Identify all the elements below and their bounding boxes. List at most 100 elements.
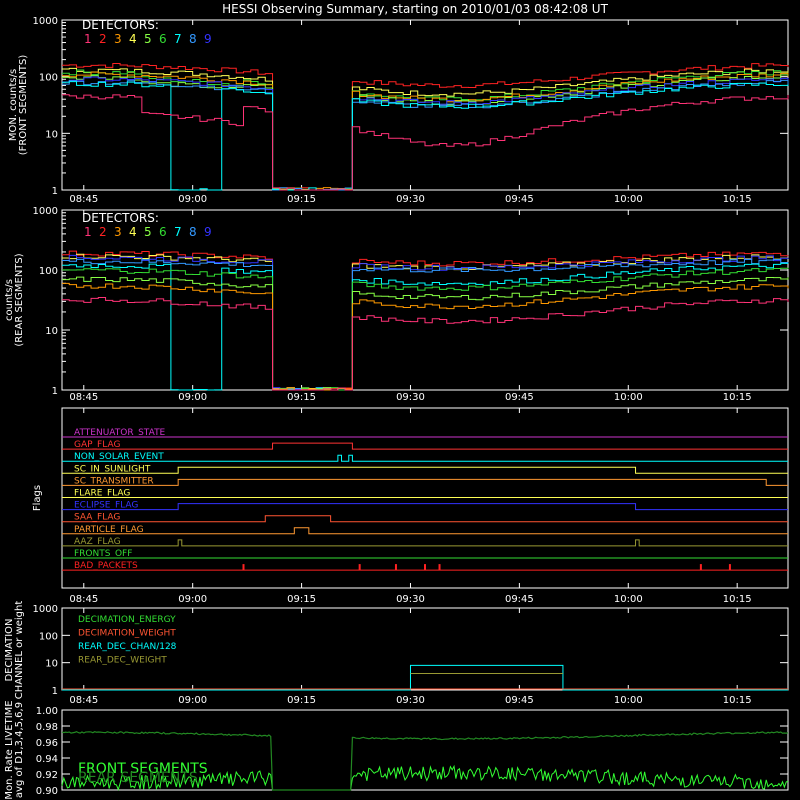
detector-label-7: 7 [174,32,182,46]
flag-trace [62,539,788,547]
flags-xtick-label: 08:45 [69,594,98,605]
live-ytick-label: 0.92 [36,770,58,781]
dec-ytick-label: 100 [39,631,58,642]
rear-detectors-label: DETECTORS: [82,211,159,225]
flag-label: SC_IN_SUNLIGHT [74,464,151,474]
detector-label-3: 3 [114,32,122,46]
flag-trace [62,527,788,535]
front-detectors-label: DETECTORS: [82,18,159,32]
front-xtick-label: 10:15 [723,194,752,205]
detector-label-6: 6 [159,32,167,46]
dec-xtick-label: 10:15 [723,695,752,706]
flags-xtick-label: 09:45 [505,594,534,605]
dec-xtick-label: 09:45 [505,695,534,706]
livetime-ylabel-2: avg of D1,3,4,5,6,9 [14,702,25,798]
live-ytick-label: 0.96 [36,738,58,749]
livetime-rear-line [61,730,789,791]
flag-label: FRONTS_OFF [74,549,132,559]
dec-xtick-label: 08:45 [69,695,98,706]
decimation-ylabel-1: DECIMATION [4,618,15,681]
rear-series-lines [62,250,789,391]
flag-label: ATTENUATOR_STATE [74,428,166,438]
decimation-legend-label: REAR_DEC_CHAN/128 [78,642,177,652]
detector-label-8: 8 [189,32,197,46]
decimation-legend: DECIMATION_ENERGY DECIMATION_WEIGHT REAR_D… [78,615,177,666]
chart-title: HESSI Observing Summary, starting on 201… [222,2,608,16]
detector-label-6: 6 [159,225,167,239]
dec-ytick-label: 1 [52,686,58,697]
front-ytick-label: 1 [52,186,58,197]
detector-label-5: 5 [144,32,152,46]
rear-series-line-det9 [62,254,789,391]
detector-label-7: 7 [174,225,182,239]
decimation-legend-label: DECIMATION_WEIGHT [78,629,176,639]
detector-label-8: 8 [189,225,197,239]
flags-xtick-label: 09:15 [287,594,316,605]
front-xtick-label: 08:45 [69,194,98,205]
live-ytick-label: 1.00 [36,706,58,717]
flags-xtick-label: 09:00 [178,594,207,605]
rear-ylabel-1: counts/s [4,279,15,321]
detector-label-5: 5 [144,225,152,239]
dec-xtick-label: 09:30 [396,695,425,706]
flag-label: ECLIPSE_FLAG [74,501,138,511]
rear-series-line-det2 [62,250,789,391]
live-ytick-label: 0.90 [36,786,58,797]
rear-series-line-det8 [62,258,789,391]
flag-trace [62,454,788,462]
detector-label-9: 9 [204,225,212,239]
live-ytick-label: 0.94 [36,754,58,765]
rear-series-line-det4 [62,253,789,391]
detector-label-2: 2 [99,32,107,46]
rear-ytick-label: 100 [39,266,58,277]
detector-label-9: 9 [204,32,212,46]
decimation-ylabel-2: CHANNEL or weight [14,601,25,700]
front-series-line-det4 [62,67,789,191]
dec-xtick-label: 10:00 [614,695,643,706]
rear-series-line-det3 [62,282,789,391]
livetime-frame [61,709,789,791]
flag-trace [62,466,788,474]
rear-series-line-det6 [62,267,789,391]
flag-label: BAD_PACKETS [74,561,138,571]
rear-series-line-det7 [62,262,789,391]
livetime-ylabel-1: Mon. Rate LIVETIME [4,700,15,799]
dec-ytick-label: 10 [45,659,58,670]
flag-trace [62,442,788,450]
rear-xtick-label: 08:45 [69,392,98,403]
front-frame [61,19,789,191]
flag-label: SC_TRANSMITTER [74,476,154,486]
dec-ytick-label: 1000 [33,604,58,615]
detector-label-1: 1 [84,32,92,46]
flag-trace [62,478,788,486]
front-ytick-label: 1000 [33,16,58,27]
flags-axis-ticks: 08:45 09:00 09:15 09:30 09:45 10:00 10:15 [69,408,752,605]
rear-ytick-label: 1 [52,386,58,397]
rear-series-line-det5 [62,276,789,391]
detector-label-3: 3 [114,225,122,239]
flag-label: SAA_FLAG [74,513,120,523]
flags-xtick-label: 10:00 [614,594,643,605]
rear-ytick-label: 10 [45,326,58,337]
livetime-front-line [61,764,789,791]
front-series-line-det2 [62,63,789,191]
front-axis-ticks: 1 10 100 1000 08:45 09:00 09:15 09:30 09:45 10:00… [33,16,788,205]
front-ylabel-2: (FRONT SEGMENTS) [18,55,29,156]
rear-xtick-label: 09:30 [396,392,425,403]
decimation-axis-ticks: 1 10 100 1000 08:45 09:00 09:15 09:30 09:45 10:00… [33,604,788,706]
front-ytick-label: 100 [39,73,58,84]
decimation-lines [62,664,788,691]
livetime-legend-label: FRONT SEGMENTS [78,761,208,777]
rear-axis-ticks: 1 10 100 1000 08:45 09:00 09:15 09:30 09:45 10:00… [33,206,788,403]
detector-label-2: 2 [99,225,107,239]
decimation-legend-label: REAR_DEC_WEIGHT [78,656,167,666]
dec-xtick-label: 09:15 [287,695,316,706]
livetime-axis-ticks: 0.90 0.92 0.94 0.96 0.98 1.00 [36,706,788,797]
front-series-line-det7 [62,81,789,191]
flag-trace [62,503,788,511]
flags-xtick-label: 09:30 [396,594,425,605]
